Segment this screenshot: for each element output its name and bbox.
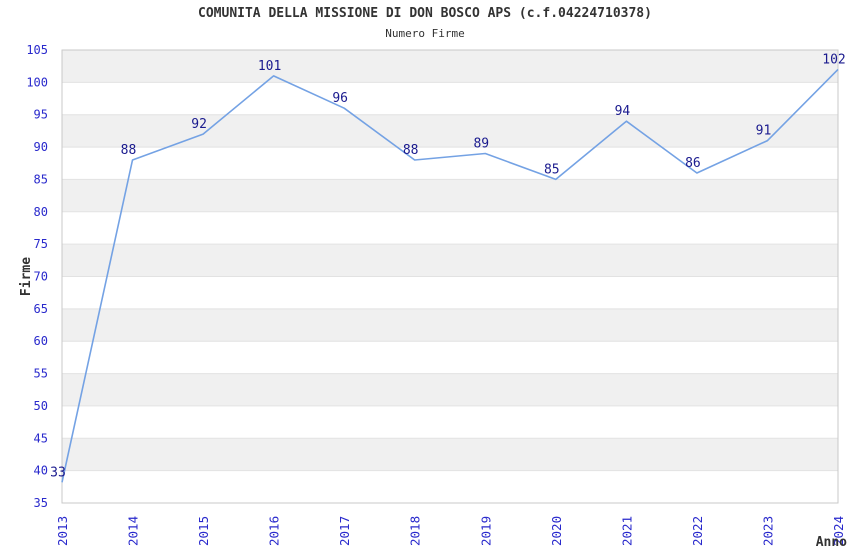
x-tick-label: 2013 [55, 516, 70, 546]
y-tick-label: 90 [34, 140, 48, 154]
y-tick-label: 100 [26, 75, 48, 89]
y-tick-label: 65 [34, 302, 48, 316]
data-point-label: 101 [258, 59, 281, 74]
plot-band [62, 50, 838, 83]
plot-band [62, 438, 838, 471]
chart-title: COMUNITA DELLA MISSIONE DI DON BOSCO APS… [198, 6, 652, 21]
x-tick-label: 2024 [831, 516, 846, 546]
plot-band [62, 179, 838, 212]
y-tick-label: 95 [34, 108, 48, 122]
plot-band [62, 114, 838, 148]
x-tick-label: 2020 [549, 516, 564, 546]
y-tick-label: 60 [34, 334, 48, 348]
data-point-label: 91 [756, 124, 772, 139]
y-tick-label: 55 [34, 367, 48, 381]
x-tick-label: 2023 [760, 516, 775, 546]
data-series-line [61, 68, 839, 483]
y-tick-label: 35 [34, 496, 48, 510]
data-point-label: 94 [615, 104, 631, 119]
plot-border [61, 49, 839, 504]
data-point-label: 92 [191, 117, 207, 132]
plot-band [62, 373, 838, 406]
y-tick-label: 70 [34, 270, 48, 284]
x-tick-label: 2019 [478, 516, 493, 546]
data-point-label: 86 [685, 156, 701, 171]
x-tick-label: 2022 [690, 516, 705, 546]
y-tick-label: 45 [34, 431, 48, 445]
y-tick-label: 105 [26, 43, 48, 57]
data-point-label: 102 [822, 52, 845, 67]
y-tick-label: 85 [34, 172, 48, 186]
y-tick-label: 75 [34, 237, 48, 251]
data-point-label: 85 [544, 162, 560, 177]
x-tick-label: 2018 [408, 516, 423, 546]
x-axis-title: Anno [816, 535, 847, 550]
data-point-label: 88 [121, 143, 137, 158]
y-tick-label: 80 [34, 205, 48, 219]
x-tick-label: 2015 [196, 516, 211, 546]
x-tick-label: 2014 [126, 516, 141, 546]
y-axis-title: Firme [19, 257, 34, 296]
x-tick-label: 2016 [267, 516, 282, 546]
data-point-label: 33 [50, 465, 66, 480]
data-point-label: 96 [332, 91, 348, 106]
plot-band [62, 308, 838, 342]
data-point-label: 89 [473, 137, 489, 152]
y-tick-label: 40 [34, 464, 48, 478]
x-tick-label: 2017 [337, 516, 352, 546]
chart-subtitle: Numero Firme [385, 27, 465, 40]
data-point-label: 88 [403, 143, 419, 158]
x-tick-label: 2021 [619, 516, 634, 546]
y-tick-label: 50 [34, 399, 48, 413]
plot-band [62, 244, 838, 277]
